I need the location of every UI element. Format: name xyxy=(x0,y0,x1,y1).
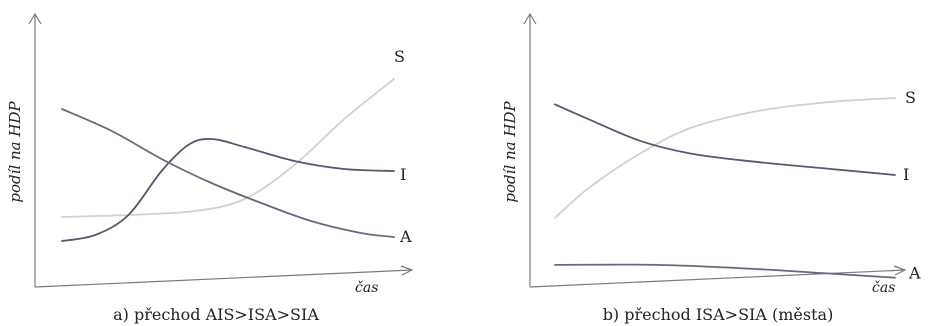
y-axis-label-a: podíl na HDP xyxy=(6,101,24,203)
series-line-s xyxy=(61,78,395,218)
x-axis-label-a: čas xyxy=(355,280,378,296)
x-axis-label-b: čas xyxy=(872,280,895,296)
x-axis-b xyxy=(529,269,906,288)
series-label-i: I xyxy=(400,165,406,184)
x-axis-arrow-a xyxy=(400,265,414,276)
panel-a: podíl na HDP čas S I A a) přechod AIS>ISA>… xyxy=(6,12,414,324)
y-axis-arrow-b xyxy=(523,12,537,25)
series-group-a: S I A xyxy=(61,47,412,246)
series-label-s: S xyxy=(394,47,405,66)
y-axis-label-b: podíl na HDP xyxy=(501,101,519,203)
series-label-a: A xyxy=(399,227,412,246)
x-axis-arrow-b xyxy=(893,265,907,276)
series-line-i xyxy=(61,138,395,242)
series-line-i xyxy=(554,103,896,176)
caption-b: b) přechod ISA>SIA (města) xyxy=(603,305,834,324)
series-label-a: A xyxy=(908,264,921,283)
y-axis-arrow-a xyxy=(28,12,42,25)
series-label-s: S xyxy=(905,88,916,107)
series-line-a xyxy=(554,263,896,279)
panel-b: podíl na HDP čas S I A b) přechod ISA>SIA … xyxy=(501,12,921,324)
series-line-a xyxy=(61,108,395,238)
series-label-i: I xyxy=(903,165,909,184)
series-group-b: S I A xyxy=(554,88,921,283)
caption-a: a) přechod AIS>ISA>SIA xyxy=(113,305,319,324)
series-line-s xyxy=(554,97,896,219)
x-axis-a xyxy=(34,269,413,288)
